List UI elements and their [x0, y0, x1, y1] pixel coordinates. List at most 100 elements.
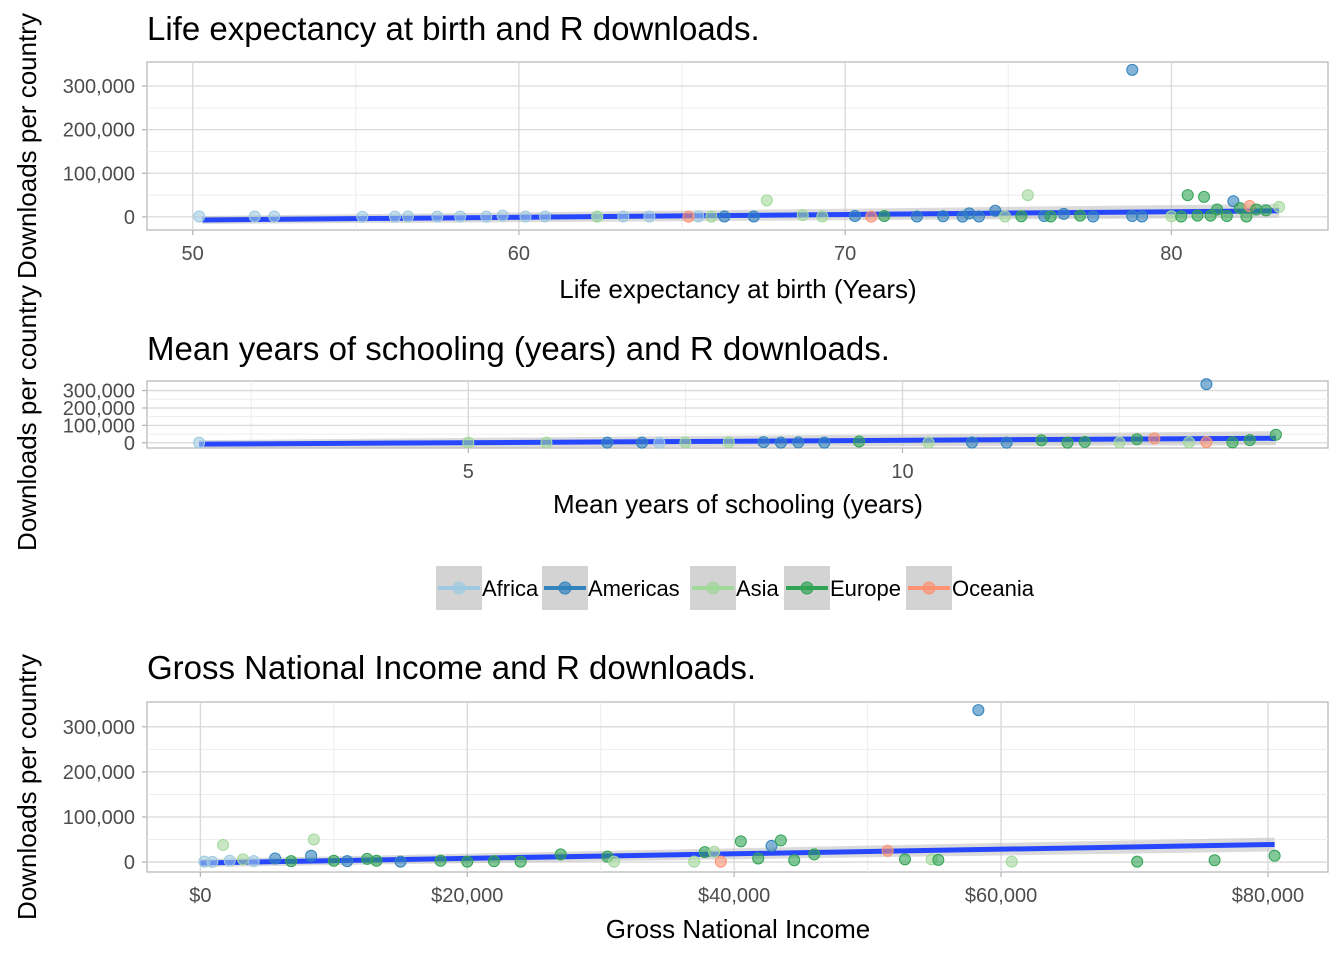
data-point [972, 210, 985, 223]
data-point [788, 854, 801, 867]
data-point [1220, 210, 1233, 223]
data-point [1268, 849, 1281, 862]
x-tick-label: $20,000 [431, 885, 503, 907]
data-point [714, 855, 727, 868]
data-point [878, 210, 891, 223]
data-point [434, 854, 447, 867]
data-point [965, 436, 978, 449]
legend: Africa Americas Asia Europe Oceania [436, 566, 1035, 610]
legend-point [558, 581, 572, 595]
y-axis-label: Downloads per country [12, 13, 42, 279]
panel-gni: Gross National Income and R downloads. 0… [12, 649, 1329, 944]
data-point [635, 436, 648, 449]
trend-line [199, 435, 1276, 447]
data-point [1131, 855, 1144, 868]
data-point [1057, 207, 1070, 220]
data-point [539, 210, 552, 223]
data-point [454, 210, 467, 223]
y-tick-label: 300,000 [63, 381, 135, 403]
data-point [327, 854, 340, 867]
legend-point [706, 581, 720, 595]
legend-label: Americas [588, 576, 680, 601]
data-point [881, 844, 894, 857]
legend-label: Asia [736, 576, 780, 601]
data-point [747, 210, 760, 223]
data-point [268, 210, 281, 223]
plot-area [146, 61, 1329, 231]
data-point [1211, 203, 1224, 216]
panel-schooling: Mean years of schooling (years) and R do… [12, 285, 1329, 551]
data-point [816, 210, 829, 223]
legend-label: Oceania [952, 576, 1035, 601]
y-tick-label: 300,000 [63, 717, 135, 739]
y-axis-label: Downloads per country [12, 654, 42, 920]
legend-label: Europe [830, 576, 901, 601]
y-tick-label: 200,000 [63, 398, 135, 420]
data-point [722, 436, 735, 449]
data-point [305, 849, 318, 862]
data-point [1198, 190, 1211, 203]
data-point [679, 436, 692, 449]
x-axis-label: Gross National Income [606, 914, 870, 944]
data-point [269, 852, 282, 865]
y-tick-label: 100,000 [63, 807, 135, 829]
data-point [206, 855, 219, 868]
x-tick-label: $0 [189, 885, 211, 907]
x-tick-label: 70 [834, 243, 856, 265]
data-point [519, 210, 532, 223]
data-point [898, 853, 911, 866]
y-tick-label: 0 [124, 852, 135, 874]
data-point [462, 436, 475, 449]
data-point [1087, 210, 1100, 223]
data-point [848, 210, 861, 223]
data-point [370, 854, 383, 867]
x-tick-label: $40,000 [698, 885, 770, 907]
data-point [1183, 436, 1196, 449]
data-point [223, 854, 236, 867]
data-point [1273, 200, 1286, 213]
data-point [1061, 436, 1074, 449]
data-point [285, 855, 298, 868]
data-point [760, 194, 773, 207]
x-tick-label: $60,000 [965, 885, 1037, 907]
data-point [1021, 189, 1034, 202]
legend-label: Africa [482, 576, 539, 601]
data-point [1260, 204, 1273, 217]
data-point [1200, 378, 1213, 391]
y-tick-label: 200,000 [63, 120, 135, 142]
data-point [734, 835, 747, 848]
data-point [818, 436, 831, 449]
data-point [757, 436, 770, 449]
data-point [774, 834, 787, 847]
data-point [682, 210, 695, 223]
data-point [1175, 210, 1188, 223]
data-point [999, 210, 1012, 223]
data-point [1126, 63, 1139, 76]
data-point [554, 848, 567, 861]
data-point [705, 210, 718, 223]
data-point [431, 210, 444, 223]
data-point [708, 845, 721, 858]
data-point [808, 848, 821, 861]
data-point [1250, 203, 1263, 216]
data-point [1044, 210, 1057, 223]
data-point [1005, 855, 1018, 868]
data-point [514, 855, 527, 868]
data-point [643, 210, 656, 223]
data-point [937, 210, 950, 223]
data-point [1269, 428, 1282, 441]
x-axis-label: Life expectancy at birth (Years) [559, 274, 916, 304]
data-point [356, 210, 369, 223]
chart-title: Gross National Income and R downloads. [147, 649, 756, 686]
x-tick-label: 80 [1160, 243, 1182, 265]
x-tick-label: 60 [508, 243, 530, 265]
data-point [1243, 434, 1256, 447]
data-point [1181, 189, 1194, 202]
data-point [591, 210, 604, 223]
data-point [1148, 432, 1161, 445]
data-point [237, 853, 250, 866]
data-point [1136, 210, 1149, 223]
data-point [910, 210, 923, 223]
y-tick-label: 0 [124, 433, 135, 455]
data-point [718, 210, 731, 223]
